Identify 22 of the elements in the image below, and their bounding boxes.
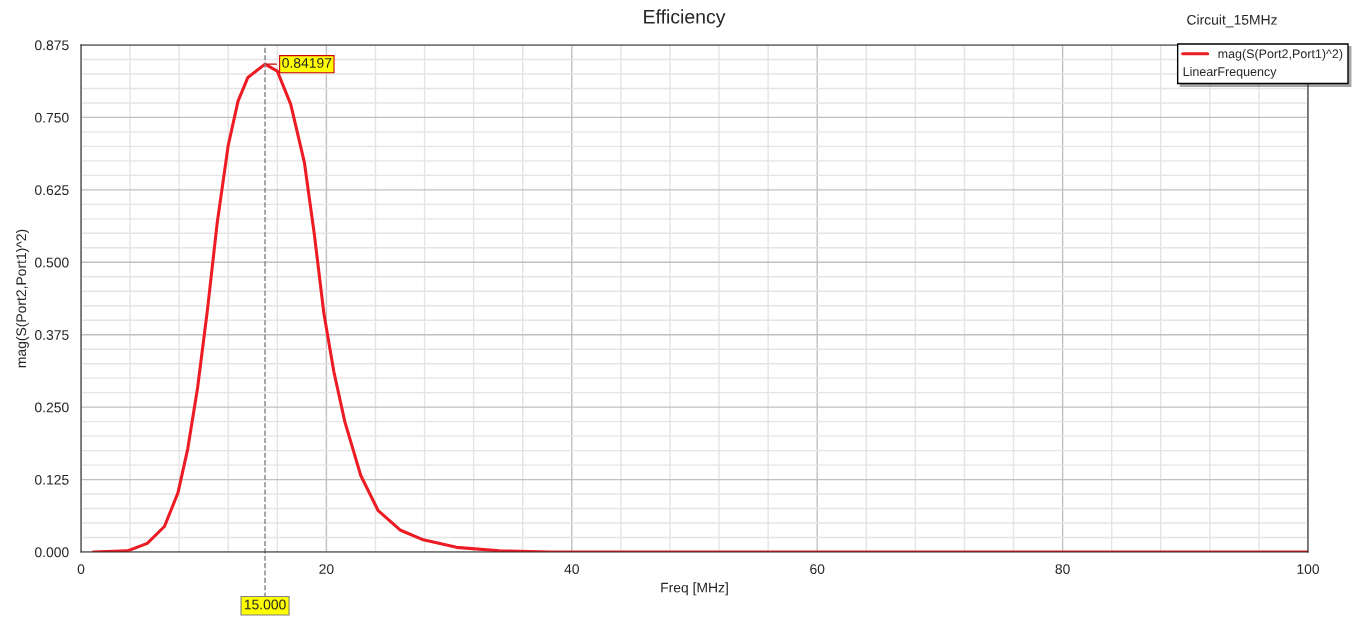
y-tick-label: 0.875 xyxy=(34,40,69,51)
x-axis-title: Freq [MHz] xyxy=(661,582,728,596)
annotation: 0.84197 xyxy=(282,58,332,68)
x-tick-label: 20 xyxy=(319,564,334,575)
y-tick-label: 0.375 xyxy=(34,330,69,340)
y-axis-title: mag(S(Port2,Port1)^2) xyxy=(15,229,29,368)
y-tick-label: 0.750 xyxy=(34,112,69,123)
ref-line-label: 15.000 xyxy=(244,599,286,610)
y-tick-label: 0.125 xyxy=(34,474,69,485)
chart-title: Efficiency xyxy=(644,9,726,28)
x-tick-label: 0 xyxy=(77,564,85,575)
x-tick-label: 40 xyxy=(564,564,579,575)
x-tick-label: 80 xyxy=(1055,564,1070,575)
y-tick-label: 0.000 xyxy=(34,547,69,558)
y-tick-label: 0.625 xyxy=(34,185,69,196)
y-tick-label: 0.250 xyxy=(34,402,69,413)
legend-label: mag(S(Port2,Port1)^2) xyxy=(1218,49,1343,61)
x-tick-label: 60 xyxy=(810,564,825,575)
text: Circuit_15MHz xyxy=(1187,14,1277,28)
y-tick-label: 0.500 xyxy=(34,257,69,268)
x-tick-label: 100 xyxy=(1297,564,1320,575)
annotation: LinearFrequency xyxy=(1183,66,1277,79)
